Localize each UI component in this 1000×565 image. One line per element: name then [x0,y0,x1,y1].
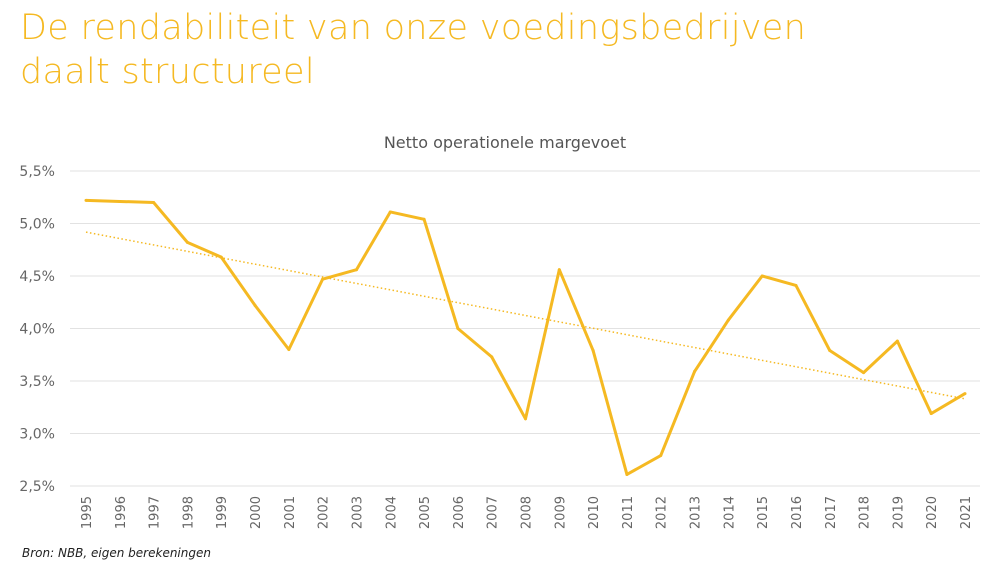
y-tick-label: 5,5% [19,164,55,180]
x-tick-label: 2021 [959,496,974,529]
data-point [659,454,663,458]
x-tick-label: 1998 [181,496,196,529]
data-point [287,348,291,351]
page-title: De rendabiliteit van onze voedingsbedrij… [20,6,920,94]
x-tick-label: 2004 [384,496,399,529]
y-tick-label: 3,0% [19,427,55,443]
data-point [524,417,527,421]
data-point [794,283,798,287]
x-tick-label: 2017 [824,496,839,529]
data-point [185,240,189,244]
x-tick-label: 2013 [689,496,704,529]
x-tick-label: 2011 [621,496,636,529]
x-tick-label: 2020 [925,496,940,529]
data-point [321,277,325,281]
x-tick-label: 2005 [418,496,433,529]
x-tick-label: 2008 [520,496,535,529]
trendline [85,231,966,400]
data-point [118,199,122,203]
y-tick-label: 5,0% [19,217,55,233]
data-point [152,201,156,204]
y-tick-label: 2,5% [19,479,55,495]
data-point [862,371,866,375]
data-point [895,339,899,343]
x-tick-label: 2016 [790,496,805,529]
title-line-1: De rendabiliteit van onze voedingsbedrij… [20,8,807,48]
data-point [693,370,697,374]
x-tick-label: 2014 [722,496,737,529]
y-tick-label: 4,0% [19,322,55,338]
x-tick-label: 2003 [350,496,365,529]
x-tick-label: 2010 [587,496,602,529]
data-point [388,210,392,214]
data-point [253,303,257,307]
data-point [557,268,561,272]
data-point [490,355,494,359]
x-tick-label: 2007 [486,496,501,529]
y-tick-label: 4,5% [19,269,55,285]
x-tick-label: 2002 [317,496,332,529]
data-point [929,412,933,416]
x-tick-label: 2000 [249,496,264,529]
data-point [591,349,595,353]
x-tick-label: 1996 [114,496,129,529]
x-tick-label: 2009 [553,496,568,529]
data-point [963,392,967,396]
chart-title: Netto operationele margevoet [383,133,627,152]
data-point [422,217,426,221]
data-point [726,318,730,322]
x-tick-label: 2006 [452,496,467,529]
data-point [625,472,629,476]
x-tick-label: 2018 [858,496,873,529]
data-point [760,274,764,278]
x-tick-label: 2019 [891,496,906,529]
data-point [219,255,223,259]
x-tick-label: 2015 [756,496,771,529]
x-tick-label: 1995 [80,496,95,529]
x-tick-label: 1999 [215,496,230,529]
data-point [84,198,88,202]
x-tick-label: 1997 [148,496,163,529]
title-line-2: daalt structureel [20,52,315,92]
source-note: Bron: NBB, eigen berekeningen [22,546,211,560]
y-tick-label: 3,5% [19,374,55,390]
data-point [828,349,832,353]
data-point [354,268,358,272]
data-point [456,327,460,330]
x-tick-label: 2001 [283,496,298,529]
x-tick-label: 2012 [655,496,670,529]
